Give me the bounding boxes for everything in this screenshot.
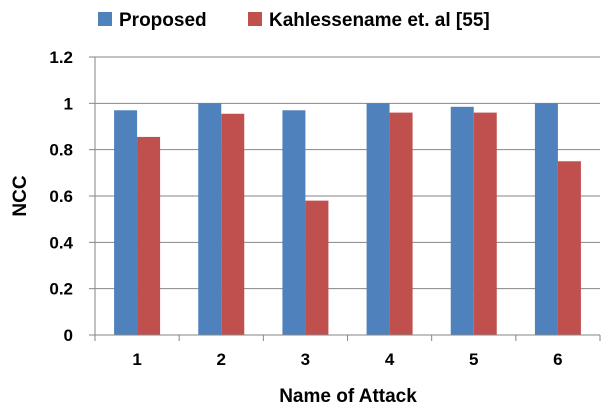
bar-proposed-5 <box>450 106 474 335</box>
legend-label-proposed: Proposed <box>119 10 207 31</box>
gridlines <box>95 56 600 290</box>
bar-kahlessename-6 <box>557 161 581 335</box>
x-tick-label: 5 <box>469 350 478 369</box>
y-tick-label: 1.2 <box>49 48 73 67</box>
bar-kahlessename-1 <box>137 136 161 335</box>
axes <box>89 56 601 341</box>
legend: Proposed Kahlessename et. al [55] <box>98 10 490 31</box>
bar-proposed-3 <box>282 110 306 336</box>
legend-label-kahlessename: Kahlessename et. al [55] <box>269 10 490 31</box>
bar-kahlessename-4 <box>389 112 413 335</box>
x-tick-label: 1 <box>132 350 141 369</box>
bar-proposed-4 <box>366 103 390 335</box>
bar-proposed-2 <box>198 103 222 335</box>
bar-kahlessename-2 <box>221 113 245 335</box>
tick-labels: 0 0.2 0.4 0.6 0.8 1 1.2 1 2 3 4 5 6 <box>49 48 562 369</box>
y-tick-label: 0.6 <box>49 187 73 206</box>
bar-kahlessename-5 <box>473 112 497 335</box>
bars <box>114 103 581 336</box>
y-tick-label: 0 <box>64 326 73 345</box>
y-axis-title: NCC <box>10 175 31 216</box>
y-tick-label: 0.8 <box>49 141 73 160</box>
x-tick-label: 6 <box>553 350 562 369</box>
x-tick-label: 3 <box>301 350 310 369</box>
legend-swatch-kahlessename <box>248 12 262 26</box>
bar-kahlessename-3 <box>305 200 329 335</box>
y-tick-label: 1 <box>64 94 73 113</box>
y-tick-label: 0.2 <box>49 280 73 299</box>
x-tick-label: 4 <box>385 350 395 369</box>
bar-proposed-6 <box>534 103 558 335</box>
y-tick-label: 0.4 <box>49 233 73 252</box>
x-tick-label: 2 <box>217 350 226 369</box>
x-axis-title: Name of Attack <box>279 386 417 407</box>
legend-swatch-proposed <box>98 12 112 26</box>
bar-proposed-1 <box>114 110 138 336</box>
